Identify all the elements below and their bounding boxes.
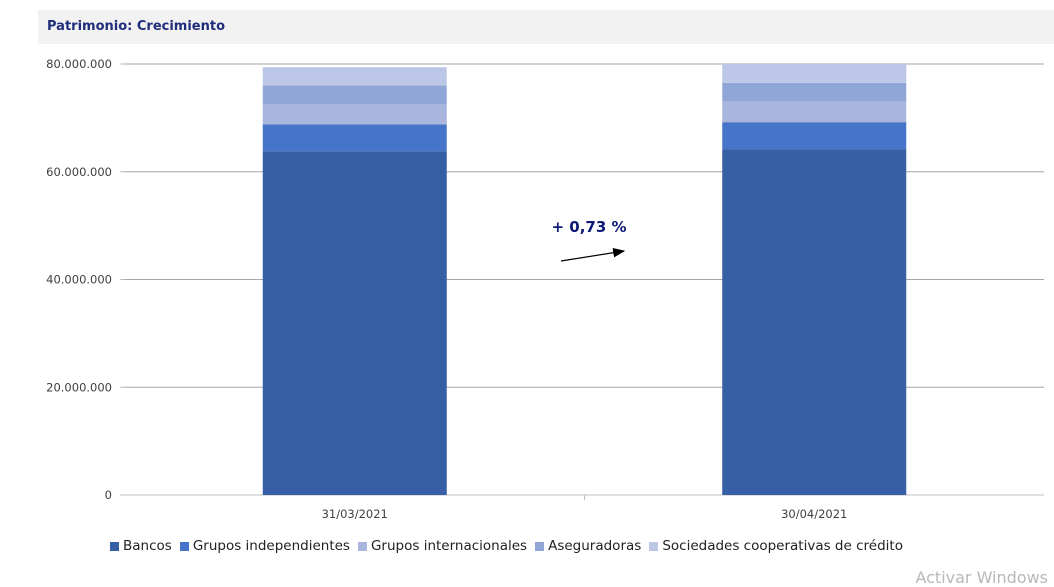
legend-item: Aseguradoras	[535, 538, 641, 554]
legend-label: Sociedades cooperativas de crédito	[662, 538, 903, 554]
bar-segment	[722, 82, 907, 102]
legend-item: Sociedades cooperativas de crédito	[649, 538, 903, 554]
bar-segment	[722, 149, 907, 495]
legend-label: Bancos	[123, 538, 172, 554]
legend-item: Grupos internacionales	[357, 538, 528, 554]
legend-swatch	[649, 541, 659, 551]
windows-activation-watermark: Activar Windows	[915, 568, 1048, 587]
legend-label: Aseguradoras	[548, 538, 642, 554]
chart-legend: Bancos Grupos independientes Grupos intern…	[110, 537, 911, 555]
legend-swatch	[535, 541, 545, 551]
legend-item: Bancos	[110, 538, 172, 554]
x-tick-label: 30/04/2021	[781, 507, 847, 521]
bar-segment	[722, 101, 907, 123]
legend-label: Grupos independientes	[192, 538, 350, 554]
chart-title-bar: Patrimonio: Crecimiento	[38, 10, 1054, 44]
bar-segment	[262, 85, 447, 105]
legend-item: Grupos independientes	[179, 538, 350, 554]
bar-segment	[262, 124, 447, 152]
y-tick-label: 40.000.000	[46, 273, 112, 287]
bar-segment	[722, 64, 907, 83]
y-tick-label: 0	[105, 488, 112, 502]
chart-title: Patrimonio: Crecimiento	[47, 19, 226, 34]
x-tick-label: 31/03/2021	[322, 507, 388, 521]
y-tick-label: 60.000.000	[46, 165, 112, 179]
legend-swatch	[179, 541, 189, 551]
bar-segment	[262, 151, 447, 495]
y-tick-label: 20.000.000	[46, 380, 112, 394]
legend-swatch	[357, 541, 367, 551]
bar-segment	[262, 104, 447, 125]
growth-arrow-icon	[560, 247, 626, 262]
legend-swatch	[110, 541, 119, 551]
y-tick-label: 80.000.000	[46, 57, 112, 71]
bar-segment	[262, 67, 447, 86]
legend-label: Grupos internacionales	[370, 538, 528, 554]
growth-annotation: + 0,73 %	[551, 218, 626, 236]
bar-segment	[722, 122, 907, 150]
